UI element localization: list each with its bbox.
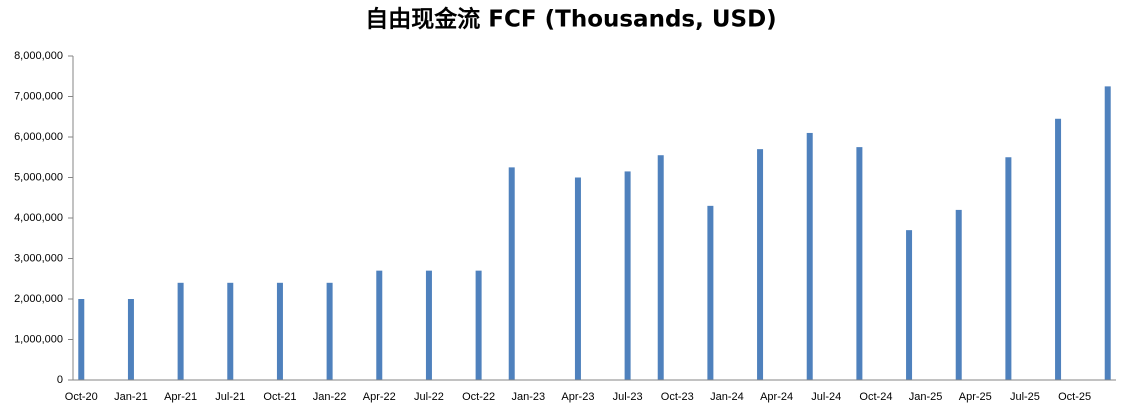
x-tick-label: Oct-21 (263, 391, 296, 403)
bar (475, 270, 482, 380)
bar (1055, 118, 1062, 381)
x-tick-label: Oct-24 (859, 391, 892, 403)
y-tick-label: 2,000,000 (14, 293, 63, 305)
x-tick-label: Apr-21 (164, 391, 197, 403)
x-tick-label: Jul-23 (613, 391, 643, 403)
x-tick-label: Jan-25 (909, 391, 943, 403)
x-tick-label: Jan-24 (710, 391, 744, 403)
x-tick-label: Jul-22 (414, 391, 444, 403)
bar (376, 270, 383, 380)
bar (906, 230, 913, 380)
x-tick-label: Jan-21 (114, 391, 148, 403)
x-tick-label: Oct-22 (462, 391, 495, 403)
x-tick-label: Apr-23 (561, 391, 594, 403)
x-tick-label: Jul-21 (215, 391, 245, 403)
bar (1104, 86, 1111, 380)
x-tick-label: Apr-25 (959, 391, 992, 403)
chart-title: 自由现金流 FCF (Thousands, USD) (365, 6, 776, 33)
x-tick-label: Jul-24 (811, 391, 841, 403)
bar (657, 155, 664, 380)
bar (78, 299, 85, 380)
bar (177, 282, 184, 380)
bar (707, 205, 714, 380)
bar (856, 147, 863, 380)
y-tick-label: 8,000,000 (14, 50, 63, 62)
bar (227, 282, 234, 380)
bar (806, 132, 813, 380)
bar (326, 282, 333, 380)
x-tick-label: Oct-25 (1058, 391, 1091, 403)
x-tick-label: Oct-23 (661, 391, 694, 403)
bar (508, 167, 515, 380)
x-tick-label: Jul-25 (1010, 391, 1040, 403)
bar (425, 270, 432, 380)
bar (624, 171, 631, 380)
y-tick-label: 7,000,000 (14, 90, 63, 102)
y-tick-label: 4,000,000 (14, 212, 63, 224)
bar (127, 299, 134, 380)
y-tick-label: 0 (57, 374, 63, 386)
bar (757, 149, 764, 380)
bar (276, 282, 283, 380)
bar (574, 177, 581, 380)
x-tick-label: Apr-24 (760, 391, 793, 403)
y-tick-label: 5,000,000 (14, 171, 63, 183)
x-tick-label: Oct-20 (65, 391, 98, 403)
y-tick-label: 3,000,000 (14, 252, 63, 264)
x-tick-label: Apr-22 (363, 391, 396, 403)
y-tick-label: 6,000,000 (14, 131, 63, 143)
bar (1005, 157, 1012, 380)
y-tick-label: 1,000,000 (14, 333, 63, 345)
bar (955, 209, 962, 380)
x-tick-label: Jan-22 (313, 391, 347, 403)
x-tick-label: Jan-23 (511, 391, 545, 403)
